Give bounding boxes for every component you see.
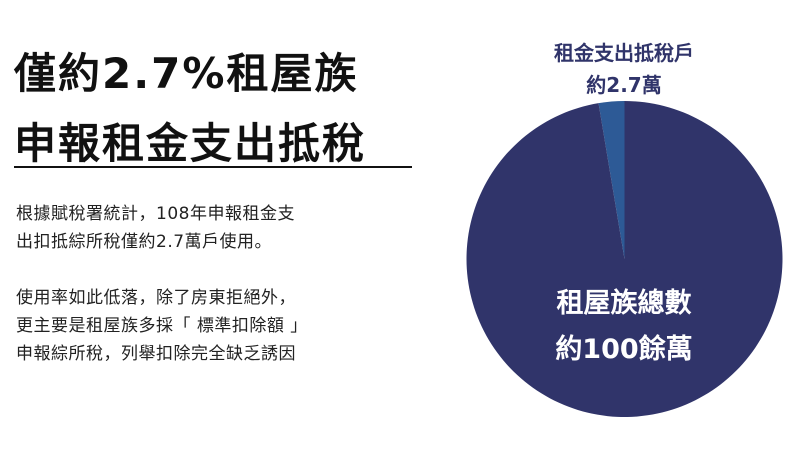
text-line: 申報綜所稅，列舉扣除完全缺乏誘因: [16, 344, 296, 364]
pie-slice-renters-total: [466, 101, 783, 417]
slice-label-renters-total: 租屋族總數: [557, 287, 692, 319]
text-line: 出扣抵綜所稅僅約2.7萬戶使用。: [16, 232, 273, 252]
paragraph-statistics: 根據賦稅署統計，108年申報租金支 出扣抵綜所稅僅約2.7萬戶使用。: [16, 200, 295, 256]
text-line: 根據賦稅署統計，108年申報租金支: [16, 204, 295, 224]
slice-value-renters-total: 約100餘萬: [555, 333, 692, 365]
text-line: 使用率如此低落，除了房東拒絕外，: [16, 288, 296, 308]
headline-line2: 申報租金支出抵稅: [14, 119, 367, 168]
text-line: 更主要是租屋族多採「 標準扣除額 」: [16, 316, 308, 336]
headline-divider: [14, 166, 412, 168]
slice-value-tax-households: 約2.7萬: [586, 73, 661, 97]
headline-line1: 僅約2.7%租屋族: [14, 49, 359, 98]
slice-label-tax-households: 租金支出抵稅戶: [554, 41, 694, 65]
paragraph-reason: 使用率如此低落，除了房東拒絕外， 更主要是租屋族多採「 標準扣除額 」 申報綜所…: [16, 284, 308, 368]
pie-slice-tax-households: [598, 101, 625, 259]
